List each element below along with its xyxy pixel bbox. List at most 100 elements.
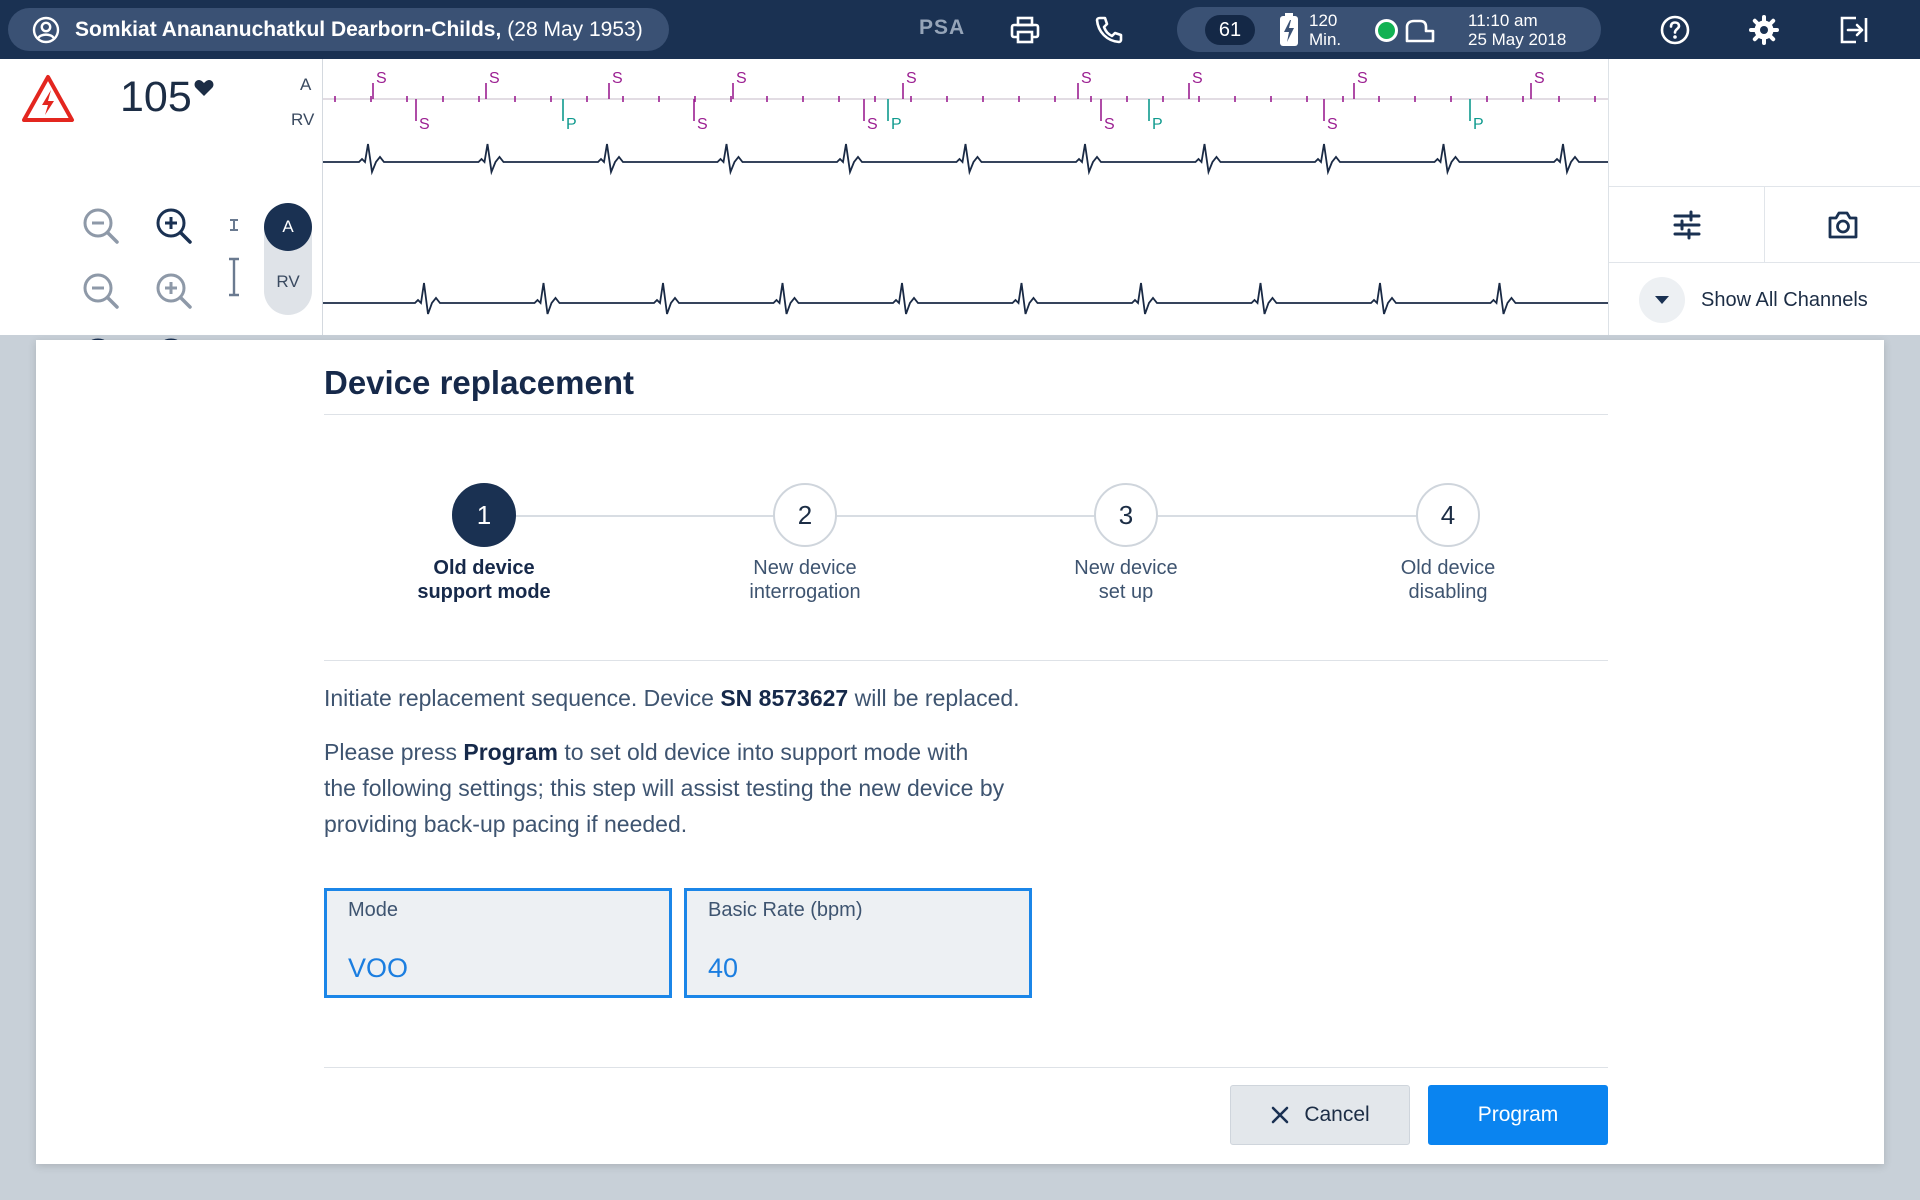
instruction-text: Please press Program to set old device i… bbox=[324, 734, 1004, 842]
sense-label: S bbox=[1192, 70, 1203, 87]
ecg-trace-a bbox=[323, 143, 1609, 176]
dialog-title: Device replacement bbox=[324, 364, 635, 401]
title-divider bbox=[324, 414, 1608, 415]
zoom-out-icon[interactable] bbox=[81, 271, 121, 311]
show-all-channels-toggle[interactable]: Show All Channels bbox=[1639, 277, 1868, 323]
phone-icon[interactable] bbox=[1093, 14, 1125, 46]
show-all-channels-label: Show All Channels bbox=[1701, 288, 1868, 311]
intro-text-end: will be replaced. bbox=[848, 685, 1020, 711]
camera-icon bbox=[1828, 211, 1858, 238]
channel-toggle-rv[interactable]: RV bbox=[276, 272, 300, 291]
pace-label: P bbox=[1473, 116, 1484, 133]
chevron-down-icon bbox=[1639, 277, 1685, 323]
clock-time: 11:10 am bbox=[1468, 11, 1538, 30]
sense-label: S bbox=[376, 70, 387, 87]
count-badge: 61 bbox=[1205, 15, 1255, 45]
mode-field-label: Mode bbox=[348, 899, 399, 921]
step-2-label: New device interrogation bbox=[695, 556, 915, 604]
sense-label: S bbox=[906, 70, 917, 87]
sense-label: S bbox=[697, 116, 708, 133]
heart-icon bbox=[194, 80, 214, 96]
status-indicators: 61 120 Min. 11:10 am 25 May 2018 bbox=[1177, 7, 1601, 52]
top-bar: Somkiat Anananuchatkul Dearborn-Childs, … bbox=[0, 0, 1920, 59]
step-4-circle: 4 bbox=[1416, 483, 1480, 547]
instruction-start: Please press bbox=[324, 739, 464, 765]
filters-button[interactable] bbox=[1609, 187, 1765, 263]
step-1-circle: 1 bbox=[452, 483, 516, 547]
ecg-trace-lead-i bbox=[323, 282, 1609, 315]
battery-unit: Min. bbox=[1309, 30, 1342, 49]
logout-icon[interactable] bbox=[1838, 14, 1870, 46]
sense-label: S bbox=[1081, 70, 1092, 87]
side-panel-blank bbox=[1609, 59, 1920, 187]
program-button[interactable]: Program bbox=[1428, 1085, 1608, 1145]
ecg-side-panel: Show All Channels bbox=[1608, 59, 1920, 335]
instruction-line-3: providing back-up pacing if needed. bbox=[324, 811, 688, 837]
sense-label: S bbox=[867, 116, 878, 133]
sense-label: S bbox=[1327, 116, 1338, 133]
gain-small-icon bbox=[230, 219, 238, 231]
ecg-controls: 105 A RV bbox=[0, 59, 322, 374]
cancel-button[interactable]: Cancel bbox=[1230, 1085, 1410, 1145]
heart-rate-value: 105 bbox=[120, 73, 192, 121]
instruction-line-2: the following settings; this step will a… bbox=[324, 775, 1005, 801]
marker-channel: S S S S S S S S SS S S S SP P P P bbox=[334, 70, 1596, 133]
footer-divider bbox=[324, 1067, 1608, 1068]
battery-readout: 120 Min. bbox=[1309, 11, 1341, 49]
step-3-circle: 3 bbox=[1094, 483, 1158, 547]
settings-icon[interactable] bbox=[1748, 14, 1780, 46]
patient-banner[interactable]: Somkiat Anananuchatkul Dearborn-Childs, … bbox=[8, 8, 669, 51]
clock-date: 25 May 2018 bbox=[1468, 30, 1567, 49]
instruction-program-word: Program bbox=[463, 739, 558, 765]
mode-field[interactable]: Mode VOO bbox=[324, 888, 672, 998]
step-2-circle: 2 bbox=[773, 483, 837, 547]
basic-rate-field-value: 40 bbox=[708, 953, 739, 983]
gain-large-icon bbox=[229, 257, 239, 297]
connection-status-dot bbox=[1375, 19, 1398, 42]
help-icon[interactable] bbox=[1659, 14, 1691, 46]
psa-button[interactable]: PSA bbox=[919, 16, 966, 39]
step-3-label: New device set up bbox=[1016, 556, 1236, 604]
wand-icon bbox=[1405, 19, 1435, 43]
mode-field-value: VOO bbox=[348, 953, 409, 983]
intro-text-start: Initiate replacement sequence. Device bbox=[324, 685, 721, 711]
shock-alarm-icon[interactable] bbox=[21, 74, 75, 124]
pace-label: P bbox=[566, 116, 577, 133]
channel-toggle-a[interactable]: A bbox=[264, 203, 312, 251]
basic-rate-field-label: Basic Rate (bpm) bbox=[708, 899, 863, 921]
sliders-icon bbox=[1673, 210, 1700, 239]
cancel-button-label: Cancel bbox=[1304, 1103, 1370, 1126]
sense-label: S bbox=[1104, 116, 1115, 133]
sense-label: S bbox=[1357, 70, 1368, 87]
instruction-line-1-end: to set old device into support mode with bbox=[557, 739, 969, 765]
pace-label: P bbox=[1152, 116, 1163, 133]
snapshot-button[interactable] bbox=[1765, 187, 1920, 263]
step-3-label-line1: New device bbox=[1074, 557, 1178, 579]
step-1-label-line1: Old device bbox=[433, 557, 535, 579]
battery-value: 120 bbox=[1309, 11, 1338, 30]
zoom-out-icon[interactable] bbox=[81, 206, 121, 246]
stepper-divider bbox=[324, 660, 1608, 661]
step-2-label-line2: interrogation bbox=[749, 581, 861, 603]
step-4-label: Old device disabling bbox=[1338, 556, 1558, 604]
zoom-in-icon[interactable] bbox=[154, 206, 194, 246]
basic-rate-field[interactable]: Basic Rate (bpm) 40 bbox=[684, 888, 1032, 998]
device-serial: SN 8573627 bbox=[720, 685, 849, 711]
patient-name: Somkiat Anananuchatkul Dearborn-Childs, bbox=[75, 17, 502, 41]
printer-icon[interactable] bbox=[1009, 14, 1041, 46]
patient-dob: (28 May 1953) bbox=[507, 17, 643, 41]
ecg-traces: S S S S S S S S SS S S S SP P P P bbox=[323, 70, 1609, 315]
ecg-panel: 105 A RV bbox=[0, 59, 1920, 374]
sense-label: S bbox=[736, 70, 747, 87]
step-1-label: Old device support mode bbox=[374, 556, 594, 604]
clock: 11:10 am 25 May 2018 bbox=[1468, 11, 1566, 49]
channel-label-a: A bbox=[300, 75, 312, 94]
sense-label: S bbox=[1534, 70, 1545, 87]
step-3-label-line2: set up bbox=[1098, 581, 1154, 603]
sense-label: S bbox=[489, 70, 500, 87]
battery-icon bbox=[1280, 13, 1298, 46]
instruction-line-1: Please press Program to set old device i… bbox=[324, 734, 1004, 770]
zoom-in-icon[interactable] bbox=[154, 271, 194, 311]
sense-label: S bbox=[419, 116, 430, 133]
